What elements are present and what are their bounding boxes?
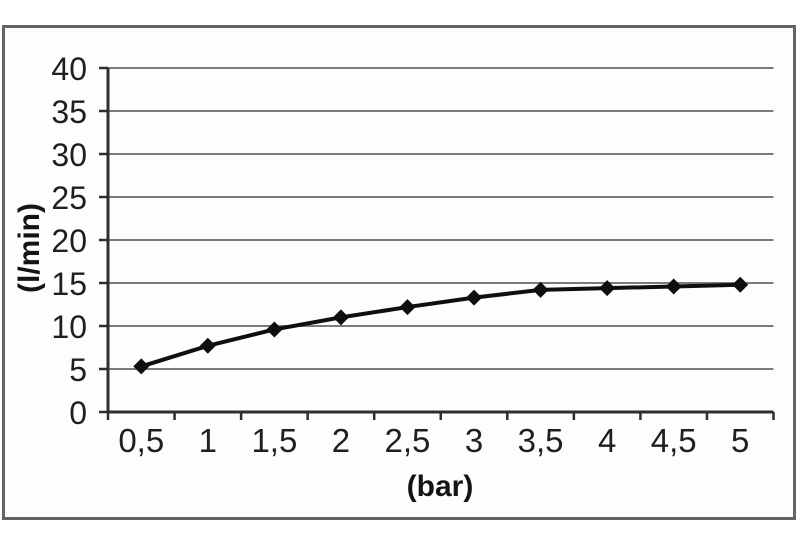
x-tick-label: 0,5 xyxy=(118,422,164,459)
data-point-marker xyxy=(266,321,283,338)
y-tick-label: 25 xyxy=(51,180,87,216)
flow-rate-curve xyxy=(140,282,741,369)
x-tick-label: 3,5 xyxy=(518,422,564,459)
y-tick-label: 20 xyxy=(51,223,87,259)
x-axis-title: (bar) xyxy=(406,470,474,503)
x-tick-label: 4 xyxy=(598,422,616,459)
y-tick-label: 40 xyxy=(51,51,87,87)
x-tick-label: 5 xyxy=(731,422,749,459)
x-tick-label: 1,5 xyxy=(251,422,297,459)
x-tick-label: 2 xyxy=(332,422,350,459)
data-point-marker xyxy=(399,299,416,316)
data-point-marker xyxy=(599,280,616,297)
y-axis-title: (l/min) xyxy=(13,203,46,293)
y-tick-label: 15 xyxy=(51,266,87,302)
data-point-marker xyxy=(665,278,682,295)
x-tick-label: 4,5 xyxy=(651,422,697,459)
chart-frame xyxy=(2,25,796,520)
data-point-marker xyxy=(466,289,483,306)
y-tick-label: 30 xyxy=(51,137,87,173)
y-tick-label: 10 xyxy=(51,309,87,345)
data-point-marker xyxy=(532,281,549,298)
data-point-marker xyxy=(199,337,216,354)
data-point-marker xyxy=(732,276,749,293)
data-point-marker xyxy=(133,358,150,375)
x-tick-label: 1 xyxy=(199,422,217,459)
x-tick-label: 3 xyxy=(465,422,483,459)
y-tick-label: 0 xyxy=(69,395,87,431)
x-tick-label: 2,5 xyxy=(385,422,431,459)
y-tick-label: 35 xyxy=(51,94,87,130)
data-point-marker xyxy=(332,309,349,326)
y-tick-label: 5 xyxy=(69,352,87,388)
